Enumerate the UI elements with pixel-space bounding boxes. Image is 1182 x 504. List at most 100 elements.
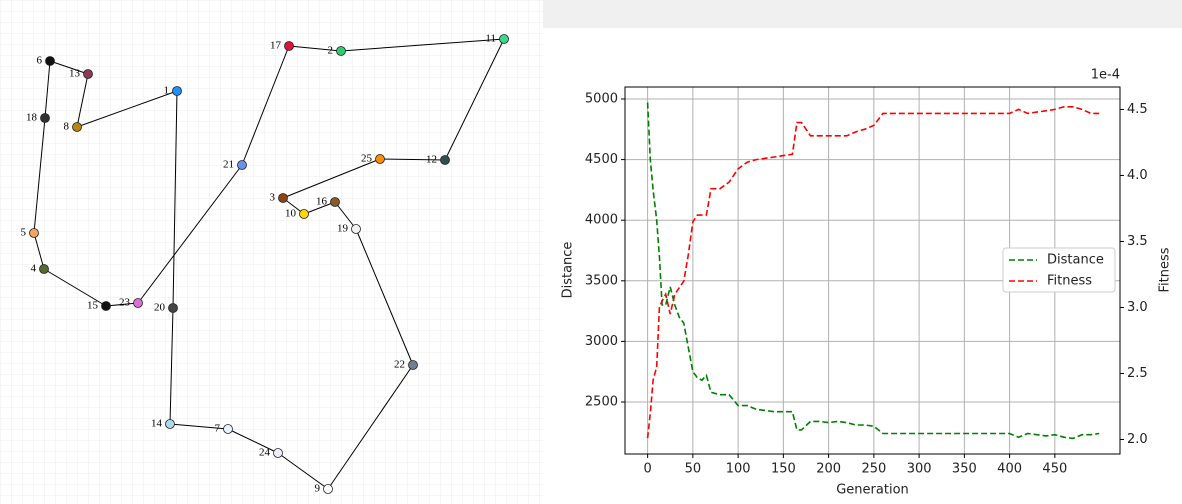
city-label: 16	[316, 196, 328, 208]
city-label: 13	[69, 68, 81, 80]
x-tick-label: 150	[771, 462, 796, 477]
route-edge	[105, 302, 139, 307]
city-label: 11	[485, 33, 496, 45]
route-edge	[33, 117, 46, 234]
route-edge	[379, 158, 446, 161]
city-node	[83, 69, 93, 79]
city-node	[133, 298, 143, 308]
y-tick-label: 3500	[585, 273, 618, 288]
y2-tick-label: 4.5	[1127, 102, 1148, 117]
route-edge	[76, 90, 178, 128]
legend-label: Fitness	[1047, 274, 1092, 289]
y2-offset-label: 1e-4	[1091, 68, 1120, 83]
route-edge	[49, 60, 89, 75]
x-axis-label: Generation	[836, 483, 909, 498]
series-line	[646, 106, 1100, 439]
toolbar-strip	[543, 0, 1182, 28]
route-edge	[137, 164, 243, 304]
city-node	[40, 113, 50, 123]
route-edge	[76, 73, 89, 128]
city-label: 5	[21, 227, 27, 239]
series-line	[646, 102, 1100, 440]
city-node	[72, 122, 82, 132]
route-edge	[277, 452, 329, 490]
city-label: 17	[270, 40, 282, 52]
city-label: 23	[119, 297, 131, 309]
city-node	[284, 41, 294, 51]
y-tick-label: 4500	[585, 152, 618, 167]
city-node	[39, 264, 49, 274]
route-edge	[288, 45, 342, 52]
city-label: 3	[270, 192, 276, 204]
y2-tick-label: 3.0	[1127, 300, 1148, 315]
route-edge	[169, 307, 174, 425]
city-node	[273, 448, 283, 458]
city-node	[168, 303, 178, 313]
city-label: 12	[426, 154, 437, 166]
city-node	[299, 209, 309, 219]
city-node	[101, 301, 111, 311]
x-tick-label: 200	[816, 462, 841, 477]
city-label: 7	[215, 423, 221, 435]
city-node	[278, 193, 288, 203]
x-tick-label: 50	[685, 462, 702, 477]
city-label: 25	[361, 153, 373, 165]
route-edge	[43, 268, 107, 307]
y2-axis-label: Fitness	[1158, 247, 1173, 292]
route-edge	[444, 38, 505, 161]
city-label: 15	[87, 300, 99, 312]
chart: 0 50 100 150 200 250 300 350 400 450 2500 3000 3500 4…	[561, 68, 1173, 498]
x-tick-label: 350	[952, 462, 977, 477]
city-node	[223, 424, 233, 434]
y-tick-label: 4000	[585, 213, 618, 228]
y2-tick-label: 2.0	[1127, 432, 1148, 447]
x-tick-label: 450	[1042, 462, 1067, 477]
city-node	[375, 154, 385, 164]
city-label: 1	[164, 85, 170, 97]
x-tick-label: 300	[907, 462, 932, 477]
city-node	[336, 46, 346, 56]
city-node	[29, 228, 39, 238]
city-node	[45, 56, 55, 66]
map-grid	[0, 0, 543, 504]
route-edge	[355, 228, 414, 366]
route-edge	[282, 158, 381, 199]
city-label: 24	[259, 447, 271, 459]
route-edge	[327, 364, 414, 490]
x-tick-label: 400	[997, 462, 1022, 477]
y2-tick-label: 2.5	[1127, 366, 1148, 381]
y-tick-label: 3000	[585, 334, 618, 349]
city-node	[351, 224, 361, 234]
city-node	[323, 484, 333, 494]
city-label: 4	[31, 263, 37, 275]
y2-tick-label: 4.0	[1127, 168, 1148, 183]
y2-tick-label: 3.5	[1127, 234, 1148, 249]
y-axis-label: Distance	[561, 242, 576, 299]
city-label: 8	[64, 121, 70, 133]
route-edge	[340, 38, 505, 52]
city-node	[165, 419, 175, 429]
city-label: 2	[328, 45, 334, 57]
city-label: 18	[26, 112, 38, 124]
city-node	[440, 155, 450, 165]
city-label: 20	[154, 302, 166, 314]
city-label: 22	[394, 359, 405, 371]
route-map: 6 13 8 1 20 14 7 24 9 22 19 16 10 3 25 12 11 2 17 21 23 15 4 5 1…	[0, 0, 543, 504]
legend-label: Distance	[1047, 253, 1104, 268]
route-edge	[44, 60, 51, 119]
city-label: 9	[315, 483, 321, 495]
route-edge	[169, 423, 229, 430]
city-label: 19	[337, 223, 349, 235]
route-edge	[172, 90, 178, 309]
route-edge	[334, 201, 357, 230]
city-label: 10	[285, 208, 297, 220]
city-label: 21	[223, 159, 234, 171]
city-node	[499, 34, 509, 44]
route-edge	[227, 428, 279, 454]
route-edge	[241, 45, 290, 166]
x-tick-label: 100	[726, 462, 751, 477]
route-edge	[33, 232, 45, 270]
x-tick-label: 0	[643, 462, 651, 477]
city-node	[237, 160, 247, 170]
